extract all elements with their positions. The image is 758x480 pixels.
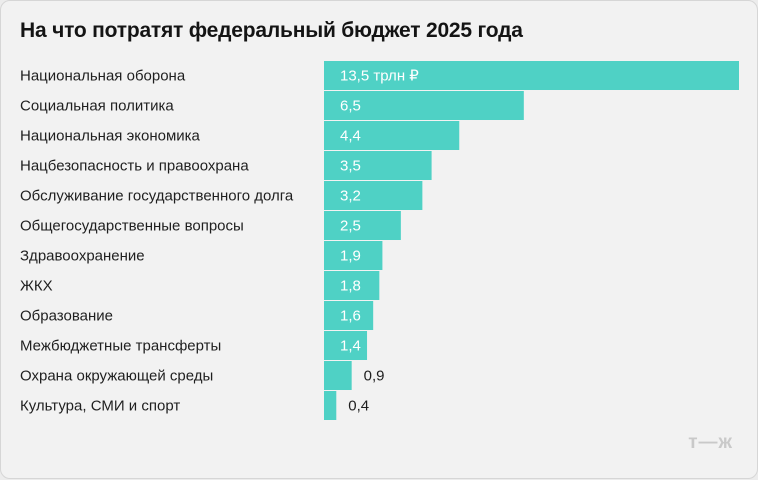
category-label: Охрана окружающей среды: [20, 368, 213, 385]
category-label: Социальная политика: [20, 98, 174, 115]
value-label: 2,5: [340, 218, 361, 235]
value-label: 1,8: [340, 278, 361, 295]
bar: [324, 241, 383, 270]
value-label: 0,4: [348, 398, 369, 415]
bar: [324, 181, 423, 210]
brand-logo: т—ж: [688, 432, 733, 453]
value-label: 4,4: [340, 128, 361, 145]
bar: [324, 121, 460, 150]
category-label: Обслуживание государственного долга: [20, 188, 294, 205]
value-label: 1,9: [340, 248, 361, 265]
value-label: 1,6: [340, 308, 361, 325]
bar: [324, 91, 524, 120]
value-label: 6,5: [340, 98, 361, 115]
category-label: Здравоохранение: [20, 248, 145, 265]
value-label: 3,2: [340, 188, 361, 205]
bar: [324, 271, 380, 300]
category-label: Межбюджетные трансферты: [20, 338, 221, 355]
value-label: 1,4: [340, 338, 361, 355]
category-label: ЖКХ: [20, 278, 53, 295]
category-label: Общегосударственные вопросы: [20, 218, 244, 235]
category-label: Культура, СМИ и спорт: [20, 398, 180, 415]
bar: [324, 211, 401, 240]
bar: [324, 331, 368, 360]
category-label: Нацбезопасность и правоохрана: [20, 158, 249, 175]
value-label: 3,5: [340, 158, 361, 175]
category-label: Образование: [20, 308, 113, 325]
chart-title: На что потратят федеральный бюджет 2025 …: [20, 19, 523, 42]
value-label: 13,5 трлн ₽: [340, 68, 419, 85]
bar: [324, 301, 374, 330]
bar: [324, 61, 739, 90]
bar: [324, 151, 432, 180]
value-label: 0,9: [364, 368, 385, 385]
bar: [324, 391, 337, 420]
bar: [324, 361, 352, 390]
category-label: Национальная экономика: [20, 128, 201, 145]
category-label: Национальная оборона: [20, 68, 186, 85]
